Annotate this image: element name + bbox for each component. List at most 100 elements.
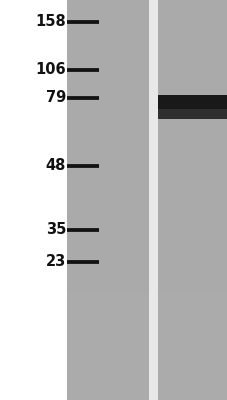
Bar: [158, 360, 227, 373]
Bar: [67, 213, 99, 227]
Bar: [67, 253, 99, 267]
Bar: [67, 40, 99, 53]
Bar: [158, 109, 227, 119]
Bar: [99, 227, 149, 240]
Bar: [99, 293, 149, 307]
Bar: [158, 67, 227, 80]
Bar: [158, 347, 227, 360]
Bar: [67, 0, 99, 13]
Bar: [67, 120, 99, 133]
Bar: [99, 240, 149, 253]
Bar: [99, 53, 149, 67]
Bar: [158, 253, 227, 267]
Bar: [99, 13, 149, 27]
Bar: [99, 320, 149, 333]
Bar: [99, 0, 149, 400]
Bar: [67, 360, 99, 373]
Bar: [67, 333, 99, 347]
Bar: [99, 213, 149, 227]
Bar: [67, 80, 99, 93]
Bar: [158, 200, 227, 213]
Bar: [67, 93, 99, 107]
Bar: [158, 133, 227, 147]
Bar: [158, 387, 227, 400]
Bar: [99, 347, 149, 360]
Bar: [158, 173, 227, 187]
Text: 23: 23: [46, 254, 66, 270]
Bar: [67, 347, 99, 360]
Bar: [67, 187, 99, 200]
Bar: [67, 13, 99, 27]
Bar: [158, 80, 227, 93]
Bar: [158, 147, 227, 160]
Bar: [158, 107, 227, 120]
Bar: [99, 160, 149, 173]
Bar: [67, 96, 99, 100]
Bar: [158, 293, 227, 307]
Bar: [158, 373, 227, 387]
Text: 79: 79: [46, 90, 66, 106]
Bar: [67, 68, 99, 72]
Bar: [67, 320, 99, 333]
Bar: [99, 133, 149, 147]
Bar: [67, 293, 99, 307]
Bar: [67, 280, 99, 293]
Bar: [67, 267, 99, 280]
Bar: [67, 67, 99, 80]
Bar: [99, 93, 149, 107]
Bar: [158, 0, 227, 13]
Bar: [158, 53, 227, 67]
Bar: [158, 120, 227, 133]
Bar: [158, 40, 227, 53]
Bar: [158, 0, 227, 400]
Bar: [67, 147, 99, 160]
Bar: [158, 320, 227, 333]
Bar: [158, 280, 227, 293]
Bar: [158, 95, 227, 109]
Bar: [99, 187, 149, 200]
Bar: [99, 373, 149, 387]
Bar: [99, 200, 149, 213]
Bar: [67, 0, 99, 400]
Bar: [99, 253, 149, 267]
Bar: [99, 307, 149, 320]
Bar: [99, 387, 149, 400]
Bar: [67, 27, 99, 40]
Text: 48: 48: [46, 158, 66, 174]
Bar: [158, 93, 227, 107]
Bar: [67, 133, 99, 147]
Bar: [99, 0, 149, 13]
Bar: [158, 187, 227, 200]
Bar: [67, 160, 99, 173]
Bar: [99, 267, 149, 280]
Bar: [158, 240, 227, 253]
Bar: [67, 260, 99, 264]
Bar: [67, 200, 99, 213]
Bar: [99, 147, 149, 160]
Text: 35: 35: [46, 222, 66, 238]
Bar: [99, 120, 149, 133]
Bar: [99, 280, 149, 293]
Bar: [158, 213, 227, 227]
Bar: [67, 173, 99, 187]
Bar: [67, 373, 99, 387]
Bar: [99, 67, 149, 80]
Bar: [67, 227, 99, 240]
Bar: [67, 240, 99, 253]
Bar: [149, 0, 158, 400]
Bar: [158, 227, 227, 240]
Bar: [67, 53, 99, 67]
Bar: [99, 27, 149, 40]
Bar: [158, 307, 227, 320]
Bar: [67, 164, 99, 168]
Bar: [67, 307, 99, 320]
Bar: [158, 27, 227, 40]
Bar: [99, 80, 149, 93]
Bar: [99, 40, 149, 53]
Bar: [67, 20, 99, 24]
Text: 158: 158: [35, 14, 66, 30]
Bar: [67, 107, 99, 120]
Bar: [158, 333, 227, 347]
Bar: [158, 13, 227, 27]
Bar: [158, 267, 227, 280]
